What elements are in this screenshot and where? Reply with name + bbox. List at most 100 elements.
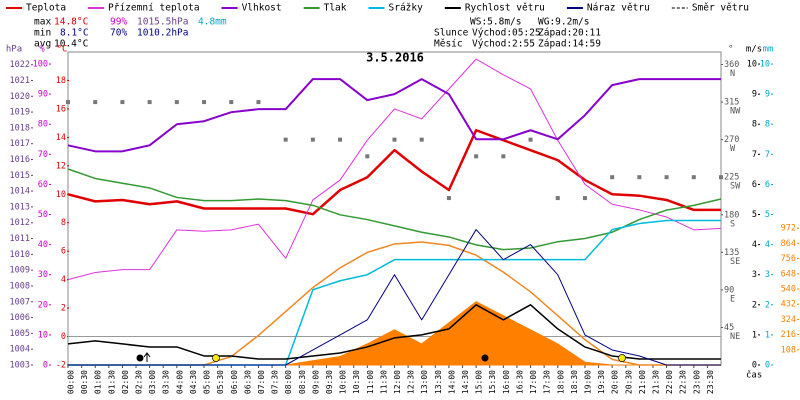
direction-mark bbox=[229, 100, 234, 105]
y-tick-label: 1019 bbox=[10, 108, 30, 118]
x-tick-label: 06:00 bbox=[230, 370, 239, 394]
stat: 14.8°C bbox=[54, 17, 88, 28]
x-tick-label: 00:30 bbox=[80, 370, 89, 394]
x-tick-label: 08:30 bbox=[298, 370, 307, 394]
direction-name: S bbox=[730, 219, 735, 229]
direction-mark bbox=[310, 137, 315, 142]
y-tick-label: 7 bbox=[752, 150, 757, 160]
y-tick-label: 324 bbox=[781, 315, 796, 325]
y-tick-label: 1008 bbox=[10, 281, 30, 291]
axis-unit: °C bbox=[57, 45, 68, 55]
y-tick-label: 1021 bbox=[10, 76, 30, 86]
x-tick-label: 14:00 bbox=[447, 370, 456, 394]
direction-name: N bbox=[730, 69, 735, 79]
y-tick-label: 1017 bbox=[10, 139, 30, 149]
wind-stat: WS:5.8m/s bbox=[470, 17, 521, 28]
x-tick-label: 01:00 bbox=[94, 370, 103, 394]
y-tick-label: 180 bbox=[724, 210, 739, 220]
stat: 8.1°C bbox=[60, 28, 89, 39]
x-tick-label: 06:30 bbox=[243, 370, 252, 394]
axis-unit: mm bbox=[763, 45, 774, 55]
y-tick-label: 1016 bbox=[10, 155, 30, 165]
x-tick-label: 05:30 bbox=[216, 370, 225, 394]
x-tick-label: 14:30 bbox=[461, 370, 470, 394]
direction-mark bbox=[691, 175, 696, 180]
x-tick-label: 13:00 bbox=[420, 370, 429, 394]
axis-unit: ° bbox=[728, 45, 733, 55]
y-tick-label: 270 bbox=[724, 135, 739, 145]
y-tick-label: 5 bbox=[765, 210, 770, 220]
y-tick-label: 10 bbox=[760, 60, 770, 70]
x-tick-label: 17:30 bbox=[543, 370, 552, 394]
y-tick-label: 2 bbox=[765, 300, 770, 310]
x-tick-label: 12:30 bbox=[407, 370, 416, 394]
y-tick-label: 0 bbox=[752, 361, 757, 371]
y-tick-label: 135 bbox=[724, 248, 739, 258]
y-tick-label: 4 bbox=[752, 240, 757, 250]
stat-label: min bbox=[34, 28, 51, 39]
y-tick-label: 1014 bbox=[10, 187, 30, 197]
direction-name: NW bbox=[730, 107, 741, 117]
y-tick-label: 80 bbox=[38, 120, 48, 130]
legend-label: Tlak bbox=[324, 3, 347, 14]
astro: Východ:2:55 bbox=[472, 39, 535, 50]
x-tick-label: 23:30 bbox=[706, 370, 715, 394]
y-tick-label: 756 bbox=[781, 254, 796, 264]
x-tick-label: 07:30 bbox=[271, 370, 280, 394]
direction-mark bbox=[664, 175, 669, 180]
y-tick-label: 70 bbox=[38, 150, 48, 160]
y-tick-label: 6 bbox=[752, 180, 757, 190]
direction-mark bbox=[256, 100, 261, 105]
direction-mark bbox=[120, 100, 125, 105]
y-tick-label: 30 bbox=[38, 270, 48, 280]
x-tick-label: 02:00 bbox=[121, 370, 130, 394]
sun-marker bbox=[618, 354, 626, 362]
x-tick-label: 15:30 bbox=[488, 370, 497, 394]
y-tick-label: 540 bbox=[781, 285, 796, 295]
y-tick-label: 60 bbox=[38, 180, 48, 190]
y-tick-label: 1018 bbox=[10, 123, 30, 133]
legend-label: Náraz větru bbox=[587, 3, 650, 14]
x-tick-label: 16:30 bbox=[515, 370, 524, 394]
y-tick-label: 315 bbox=[724, 98, 739, 108]
y-tick-label: 1 bbox=[765, 330, 770, 340]
sun-marker bbox=[212, 354, 220, 362]
y-tick-label: 6 bbox=[61, 247, 66, 257]
stat: 10.4°C bbox=[54, 39, 88, 50]
x-tick-label: 20:00 bbox=[611, 370, 620, 394]
y-tick-label: 108 bbox=[781, 345, 796, 355]
astro: Západ:14:59 bbox=[538, 39, 601, 50]
plot: hPa1003100410051006100710081009101010111… bbox=[6, 45, 799, 394]
direction-mark bbox=[338, 137, 343, 142]
x-tick-label: 21:30 bbox=[651, 370, 660, 394]
x-tick-label: 23:00 bbox=[692, 370, 701, 394]
astro-label: Měsíc bbox=[434, 39, 463, 50]
direction-mark bbox=[174, 100, 179, 105]
y-tick-label: 1004 bbox=[10, 345, 30, 355]
y-tick-label: 1010 bbox=[10, 250, 30, 260]
y-tick-label: 16 bbox=[56, 104, 66, 114]
x-axis-label: čas bbox=[746, 370, 762, 381]
x-tick-label: 09:30 bbox=[325, 370, 334, 394]
series-line bbox=[67, 78, 721, 153]
direction-mark bbox=[147, 100, 152, 105]
x-tick-label: 17:00 bbox=[529, 370, 538, 394]
x-tick-label: 21:00 bbox=[638, 370, 647, 394]
y-tick-label: 4 bbox=[765, 240, 770, 250]
y-tick-label: 10 bbox=[38, 330, 48, 340]
direction-name: SE bbox=[730, 257, 740, 267]
y-tick-label: 4 bbox=[61, 275, 66, 285]
x-tick-label: 02:30 bbox=[135, 370, 144, 394]
legend-label: Přízemní teplota bbox=[108, 3, 200, 14]
x-tick-label: 20:30 bbox=[624, 370, 633, 394]
y-tick-label: 3 bbox=[765, 270, 770, 280]
y-tick-label: 1013 bbox=[10, 202, 30, 212]
y-tick-label: 1006 bbox=[10, 313, 30, 323]
legend-label: Srážky bbox=[389, 3, 424, 14]
astro: Západ:20:11 bbox=[538, 28, 601, 39]
y-tick-label: 648 bbox=[781, 269, 796, 279]
direction-name: SW bbox=[730, 182, 741, 192]
x-tick-label: 11:00 bbox=[366, 370, 375, 394]
x-tick-label: 11:30 bbox=[379, 370, 388, 394]
direction-mark bbox=[93, 100, 98, 105]
